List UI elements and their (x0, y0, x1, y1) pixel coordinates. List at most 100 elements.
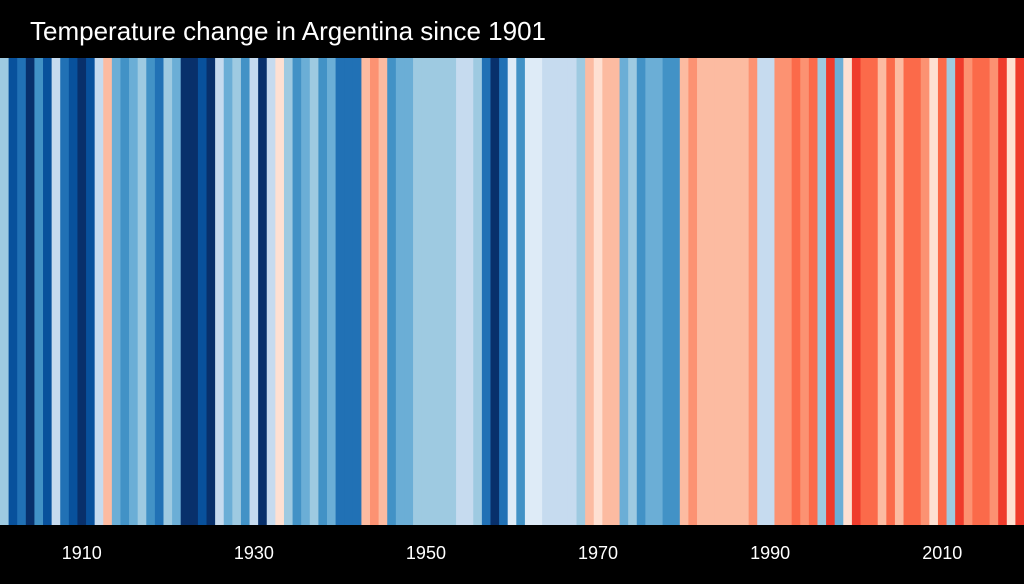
stripe-1911 (86, 58, 96, 525)
stripe-1937 (309, 58, 319, 525)
stripe-2012 (955, 58, 965, 525)
stripe-1960 (507, 58, 517, 525)
stripe-1938 (318, 58, 328, 525)
stripe-1935 (292, 58, 302, 525)
stripe-2013 (963, 58, 973, 525)
chart-title: Temperature change in Argentina since 19… (30, 16, 547, 46)
stripe-1989 (757, 58, 767, 525)
stripe-1979 (671, 58, 681, 525)
stripe-1953 (447, 58, 457, 525)
stripe-2014 (972, 58, 982, 525)
stripe-1980 (679, 58, 690, 525)
stripe-2004 (886, 58, 896, 525)
stripe-1955 (464, 58, 474, 525)
stripe-1912 (94, 58, 104, 525)
stripe-1943 (361, 58, 371, 525)
stripe-1990 (765, 58, 776, 525)
stripe-1910 (77, 58, 87, 525)
stripe-1956 (473, 58, 483, 525)
stripe-1931 (258, 58, 268, 525)
stripe-1974 (628, 58, 638, 525)
stripe-1969 (585, 58, 595, 525)
stripe-1994 (800, 58, 810, 525)
stripe-1936 (301, 58, 311, 525)
x-tick-label-1990: 1990 (750, 543, 790, 563)
stripe-1977 (653, 58, 664, 525)
stripe-1981 (688, 58, 698, 525)
x-tick-label-1910: 1910 (62, 543, 102, 563)
stripe-2016 (989, 58, 999, 525)
stripe-1941 (344, 58, 354, 525)
x-tick-label-1950: 1950 (406, 543, 446, 563)
stripe-1922 (180, 58, 190, 525)
stripe-1970 (593, 58, 603, 525)
stripe-1926 (215, 58, 225, 525)
stripe-1925 (206, 58, 216, 525)
stripe-1965 (550, 58, 560, 525)
stripe-1916 (129, 58, 139, 525)
stripe-2018 (1006, 58, 1016, 525)
stripe-1919 (154, 58, 165, 525)
stripe-1972 (610, 58, 621, 525)
stripe-1964 (542, 58, 552, 525)
stripe-1907 (51, 58, 61, 525)
stripe-1968 (576, 58, 586, 525)
stripe-1973 (619, 58, 629, 525)
stripe-1958 (490, 58, 500, 525)
stripe-1986 (731, 58, 741, 525)
stripe-1918 (146, 58, 156, 525)
stripe-2007 (912, 58, 922, 525)
stripe-1987 (740, 58, 750, 525)
x-tick-label-2010: 2010 (922, 543, 962, 563)
stripe-2015 (980, 58, 991, 525)
stripe-1975 (636, 58, 646, 525)
x-tick-label-1930: 1930 (234, 543, 274, 563)
stripe-1978 (662, 58, 672, 525)
stripe-1952 (438, 58, 449, 525)
stripe-1933 (275, 58, 285, 525)
stripe-layer (0, 58, 1024, 525)
stripe-1957 (481, 58, 492, 525)
stripe-1920 (163, 58, 173, 525)
stripe-2001 (860, 58, 870, 525)
stripe-1944 (370, 58, 380, 525)
stripe-1930 (249, 58, 259, 525)
stripe-2010 (937, 58, 948, 525)
stripe-1997 (826, 58, 836, 525)
stripe-1984 (714, 58, 724, 525)
stripe-1927 (223, 58, 233, 525)
stripe-1901 (0, 58, 10, 525)
stripe-1976 (645, 58, 655, 525)
stripe-1982 (697, 58, 707, 525)
stripe-1908 (60, 58, 70, 525)
stripe-2009 (929, 58, 939, 525)
stripe-1909 (68, 58, 79, 525)
stripe-1904 (25, 58, 36, 525)
stripe-1903 (17, 58, 27, 525)
x-axis-ticks: 1910 1930 1950 1970 1990 2010 (62, 543, 963, 563)
stripe-1988 (748, 58, 758, 525)
stripe-2002 (869, 58, 879, 525)
stripe-1963 (533, 58, 543, 525)
stripe-1962 (524, 58, 535, 525)
stripe-1914 (111, 58, 122, 525)
stripe-1946 (387, 58, 397, 525)
stripe-1999 (843, 58, 853, 525)
stripe-1929 (240, 58, 251, 525)
stripe-1945 (378, 58, 388, 525)
stripe-1991 (774, 58, 784, 525)
stripe-1921 (172, 58, 182, 525)
stripe-1992 (783, 58, 793, 525)
stripe-1915 (120, 58, 130, 525)
stripe-1949 (413, 58, 423, 525)
stripe-1983 (705, 58, 715, 525)
stripe-1917 (137, 58, 147, 525)
stripe-1959 (499, 58, 509, 525)
stripe-2008 (920, 58, 930, 525)
stripe-2017 (998, 58, 1008, 525)
stripe-1906 (43, 58, 53, 525)
x-tick-label-1970: 1970 (578, 543, 618, 563)
stripe-1932 (266, 58, 276, 525)
stripe-2003 (877, 58, 887, 525)
